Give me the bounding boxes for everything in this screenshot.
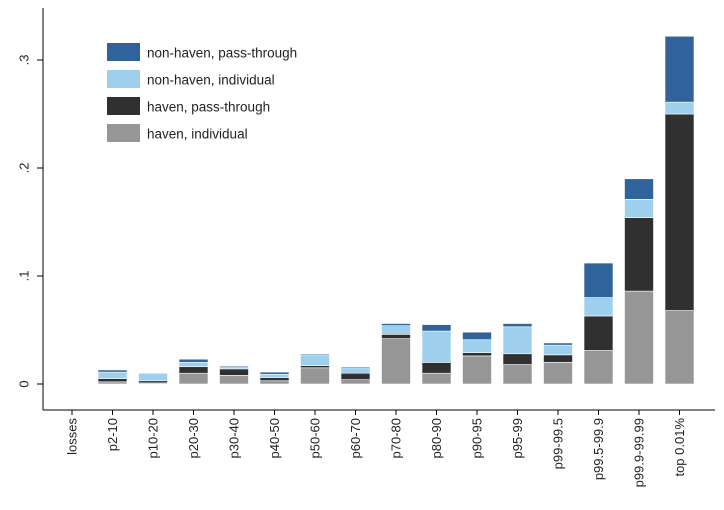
bar-p20-30-haven-pass-through <box>178 366 209 374</box>
bar-p50-60-haven-pass-through <box>300 365 330 369</box>
bar-p2-10-haven-individual <box>97 381 128 385</box>
x-tick-label: p99.9-99.99 <box>632 418 647 487</box>
bar-p90-95-haven-individual <box>462 355 492 385</box>
bar-p99-99-5-non-haven-individual <box>543 344 573 356</box>
bar-p50-60-non-haven-pass-through <box>300 353 330 356</box>
bar-p10-20-non-haven-individual <box>138 372 168 382</box>
bar-p99-99-5-haven-pass-through <box>543 354 573 363</box>
bar-p60-70-non-haven-individual <box>340 367 371 374</box>
bar-top-0-01pct-haven-pass-through <box>664 113 695 311</box>
bar-p99-5-99-9-haven-pass-through <box>583 315 614 351</box>
bar-p60-70-non-haven-pass-through <box>340 366 371 369</box>
bar-p70-80-non-haven-individual <box>381 325 411 335</box>
x-tick-label: p50-60 <box>308 418 323 458</box>
x-tick-label: p80-90 <box>429 418 444 458</box>
bar-p20-30-non-haven-pass-through <box>178 358 209 363</box>
bar-top-0-01pct-non-haven-pass-through <box>664 35 695 103</box>
y-tick-label: .2 <box>17 163 32 174</box>
x-tick-label: p99.5-99.9 <box>591 418 606 480</box>
bar-p40-50-haven-individual <box>259 380 290 385</box>
x-tick-label: p40-50 <box>267 418 282 458</box>
x-tick-label: p30-40 <box>227 418 242 458</box>
legend-label-haven-individual: haven, individual <box>147 127 248 142</box>
bar-p40-50-non-haven-individual <box>259 373 290 378</box>
bar-p70-80-non-haven-pass-through <box>381 323 411 326</box>
bar-p95-99-non-haven-individual <box>502 326 533 355</box>
bar-p10-20-haven-pass-through <box>138 380 168 384</box>
x-tick-label: top 0.01% <box>672 418 687 477</box>
bar-p40-50-haven-pass-through <box>259 377 290 382</box>
y-tick-label: 0 <box>17 380 32 387</box>
bar-p30-40-non-haven-pass-through <box>219 365 249 368</box>
bar-top-0-01pct-haven-individual <box>664 310 695 385</box>
y-tick-label: .1 <box>17 271 32 282</box>
bar-p60-70-haven-individual <box>340 379 371 385</box>
bar-p50-60-haven-individual <box>300 367 330 385</box>
legend-swatch-haven-individual <box>107 124 140 142</box>
x-tick-label: p20-30 <box>186 418 201 458</box>
legend-label-non-haven-individual: non-haven, individual <box>147 73 275 88</box>
legend-swatch-haven-pass-through <box>107 97 140 115</box>
bar-p80-90-haven-pass-through <box>421 362 452 374</box>
bar-p99-9-99-99-non-haven-individual <box>624 199 654 218</box>
x-tick-label: p10-20 <box>146 418 161 458</box>
bar-p2-10-haven-pass-through <box>97 378 128 383</box>
bar-p2-10-non-haven-pass-through <box>97 369 128 373</box>
legend-swatch-non-haven-pass-through <box>107 43 140 61</box>
bar-p20-30-non-haven-individual <box>178 362 209 368</box>
bar-p99-9-99-99-haven-pass-through <box>624 217 654 292</box>
x-tick-label: p60-70 <box>348 418 363 458</box>
x-tick-label: p99-99.5 <box>551 418 566 469</box>
x-tick-label: losses <box>65 418 80 455</box>
bar-p80-90-non-haven-individual <box>421 330 452 363</box>
bar-p99-5-99-9-haven-individual <box>583 350 614 385</box>
bar-p95-99-haven-pass-through <box>502 353 533 365</box>
bar-p20-30-haven-individual <box>178 372 209 385</box>
bar-p99-5-99-9-non-haven-individual <box>583 297 614 317</box>
bar-p40-50-non-haven-pass-through <box>259 371 290 375</box>
bar-p70-80-haven-pass-through <box>381 334 411 339</box>
bar-p99-9-99-99-haven-individual <box>624 290 654 385</box>
bar-p30-40-haven-pass-through <box>219 368 249 376</box>
bar-p2-10-non-haven-individual <box>97 371 128 379</box>
bar-p90-95-non-haven-pass-through <box>462 331 492 341</box>
bar-p30-40-non-haven-individual <box>219 366 249 370</box>
bar-p80-90-haven-individual <box>421 372 452 385</box>
bar-p99-99-5-non-haven-pass-through <box>543 342 573 346</box>
bar-p90-95-haven-pass-through <box>462 352 492 357</box>
bar-p95-99-non-haven-pass-through <box>502 323 533 328</box>
y-tick-label: .3 <box>17 55 32 66</box>
bar-p80-90-non-haven-pass-through <box>421 324 452 332</box>
legend: non-haven, pass-through non-haven, indivi… <box>107 43 297 142</box>
bar-top-0-01pct-non-haven-individual <box>664 101 695 115</box>
bar-p50-60-non-haven-individual <box>300 354 330 366</box>
bar-p99-99-5-haven-individual <box>543 362 573 385</box>
legend-label-non-haven-pass-through: non-haven, pass-through <box>147 46 297 61</box>
x-tick-label: p2-10 <box>105 418 120 451</box>
bars-layer <box>97 35 695 385</box>
bar-p30-40-haven-individual <box>219 375 249 385</box>
bar-p95-99-haven-individual <box>502 364 533 385</box>
legend-label-haven-pass-through: haven, pass-through <box>147 100 270 115</box>
bar-p99-9-99-99-non-haven-pass-through <box>624 178 654 200</box>
bar-p99-5-99-9-non-haven-pass-through <box>583 262 614 298</box>
bar-p90-95-non-haven-individual <box>462 339 492 353</box>
legend-swatch-non-haven-individual <box>107 70 140 88</box>
bar-p70-80-haven-individual <box>381 338 411 385</box>
axes: 0 .1 .2 .3 losses p2-10 p10-20 p20-30 p30-40 p40-… <box>17 8 715 487</box>
x-tick-label: p90-95 <box>470 418 485 458</box>
x-tick-label: p95-99 <box>510 418 525 458</box>
x-tick-label: p70-80 <box>389 418 404 458</box>
bar-p60-70-haven-pass-through <box>340 372 371 380</box>
